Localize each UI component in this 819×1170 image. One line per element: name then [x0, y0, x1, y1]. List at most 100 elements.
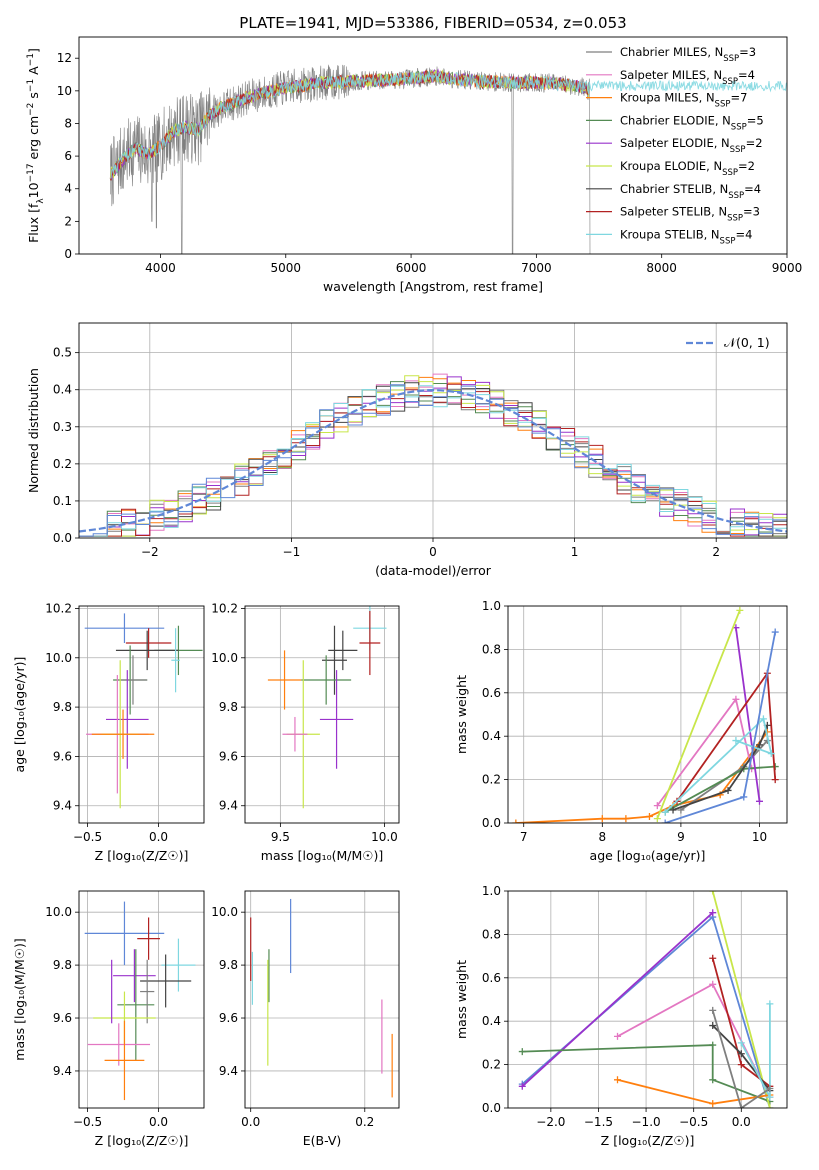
legend-name: Kroupa MILES, N [620, 91, 715, 105]
legend-entry: Kroupa STELIB, NSSP=4 [620, 227, 752, 246]
weight-marker [518, 1082, 526, 1090]
panel-age-vs-mass: 9.5 10.0 9.4 9.6 9.8 10.0 10.2 mass [log₁₀(M/M☉… [211, 601, 400, 863]
weight-marker [767, 750, 775, 758]
legend-name: Kroupa ELODIE, N [620, 159, 722, 173]
y-label-part: −1 [26, 79, 36, 92]
y-tick-label: 0.0 [482, 816, 501, 830]
y-tick-label: 0 [64, 247, 72, 261]
y-tick-label: 9.6 [219, 1011, 238, 1025]
y-tick-label: 9.6 [219, 749, 238, 763]
weight-marker [766, 1000, 774, 1008]
histogram-step [79, 383, 787, 537]
panel-spectrum: 4000 5000 6000 7000 8000 9000 0 2 4 6 8 10 12 wavelen… [26, 14, 802, 294]
legend-name: Chabrier ELODIE, N [620, 113, 731, 127]
y-tick-label: 0.2 [53, 457, 72, 471]
x-tick-label: 0.0 [149, 1115, 168, 1129]
x-tick-label: 5000 [270, 261, 301, 275]
x-tick-label: 2 [712, 545, 720, 559]
weight-marker [771, 628, 779, 636]
weight-line [521, 912, 714, 1087]
y-label-part: A [26, 66, 41, 79]
weight-marker [598, 815, 606, 823]
y-axis-label: mass weight [454, 675, 469, 754]
x-axis-label: E(B-V) [303, 1133, 342, 1148]
axes-frame [507, 605, 788, 824]
x-axis-label: age [log₁₀(age/yr)] [590, 848, 706, 863]
x-tick-label: 4000 [145, 261, 176, 275]
x-axis-label: Z [log₁₀(Z/Z☉)] [95, 848, 189, 863]
y-tick-label: 0.4 [482, 1014, 501, 1028]
legend-entry: Kroupa ELODIE, NSSP=2 [620, 159, 755, 178]
legend-name: Salpeter MILES, N [620, 68, 722, 82]
plot-area [79, 323, 787, 538]
y-tick-label: 9.4 [219, 799, 238, 813]
weight-marker [755, 797, 763, 805]
legend-name: Salpeter ELODIE, N [620, 136, 730, 150]
weight-marker [732, 695, 740, 703]
legend-sub: SSP [715, 100, 731, 110]
y-label-part: Flux [f [26, 203, 41, 243]
legend-tail: =5 [747, 113, 764, 127]
axes-frame [244, 890, 400, 1109]
legend-sub: SSP [722, 77, 738, 87]
y-axis-label: age [log₁₀(age/yr)] [12, 657, 27, 773]
y-tick-label: 10.0 [211, 651, 238, 665]
x-tick-label: 0.0 [241, 1115, 260, 1129]
weight-marker [736, 606, 744, 614]
x-tick-label: −0.5 [679, 1115, 708, 1129]
weight-marker [709, 891, 717, 895]
legend-name: Salpeter STELIB, N [620, 205, 727, 219]
weight-marker [737, 1050, 745, 1058]
legend-entry: Salpeter STELIB, NSSP=3 [620, 205, 760, 224]
legend-name: Chabrier STELIB, N [620, 182, 728, 196]
y-tick-label: 0.4 [482, 729, 501, 743]
y-tick-label: 0.0 [53, 531, 72, 545]
legend-tail: =3 [739, 45, 756, 59]
x-tick-label: 9000 [772, 261, 803, 275]
y-tick-label: 0.3 [53, 420, 72, 434]
weight-marker [755, 741, 763, 749]
y-tick-label: 9.6 [53, 749, 72, 763]
x-tick-label: 1 [571, 545, 579, 559]
weight-marker [771, 776, 779, 784]
x-axis-label: wavelength [Angstrom, rest frame] [323, 279, 543, 294]
weight-marker [653, 815, 661, 823]
y-tick-label: 9.8 [53, 700, 72, 714]
legend-sub: SSP [722, 168, 738, 178]
x-tick-label: 7000 [521, 261, 552, 275]
y-label-part: erg cm [26, 116, 41, 164]
weight-marker [732, 737, 740, 745]
weight-marker [766, 1093, 774, 1101]
legend-entry: Salpeter ELODIE, NSSP=2 [620, 136, 763, 155]
spectrum-data [110, 64, 591, 254]
axes-frame [244, 605, 400, 824]
y-tick-label: 1.0 [482, 599, 501, 613]
plot-area [79, 606, 204, 823]
axes-frame [78, 605, 205, 824]
weight-marker [709, 1006, 717, 1014]
legend-entry: Salpeter MILES, NSSP=4 [620, 68, 755, 87]
x-tick-label: 8000 [646, 261, 677, 275]
legend-sub: SSP [730, 145, 746, 155]
weight-marker [709, 1100, 717, 1108]
weight-marker [724, 786, 732, 794]
panel-residuals: −2 −1 0 1 2 0.0 0.1 0.2 0.3 0.4 0.5 (data-model)/er… [26, 322, 788, 578]
y-label-part: −1 [26, 53, 36, 66]
x-tick-label: 0.2 [355, 1115, 374, 1129]
legend-entry: 𝒩(0, 1) [724, 335, 770, 350]
y-tick-label: 2 [64, 214, 72, 228]
weight-marker [653, 802, 661, 810]
y-tick-label: 0.2 [482, 773, 501, 787]
y-tick-label: 10.0 [45, 905, 72, 919]
legend-tail: =2 [738, 159, 755, 173]
weight-marker [709, 980, 717, 988]
x-tick-label: 0 [429, 545, 437, 559]
legend-tail: =4 [735, 227, 752, 241]
weight-marker [740, 793, 748, 801]
histogram-step [79, 385, 787, 537]
x-axis-label: mass [log₁₀(M/M☉)] [261, 848, 383, 863]
weight-marker [737, 1104, 745, 1108]
y-tick-label: 10.0 [45, 651, 72, 665]
y-tick-label: 6 [64, 149, 72, 163]
